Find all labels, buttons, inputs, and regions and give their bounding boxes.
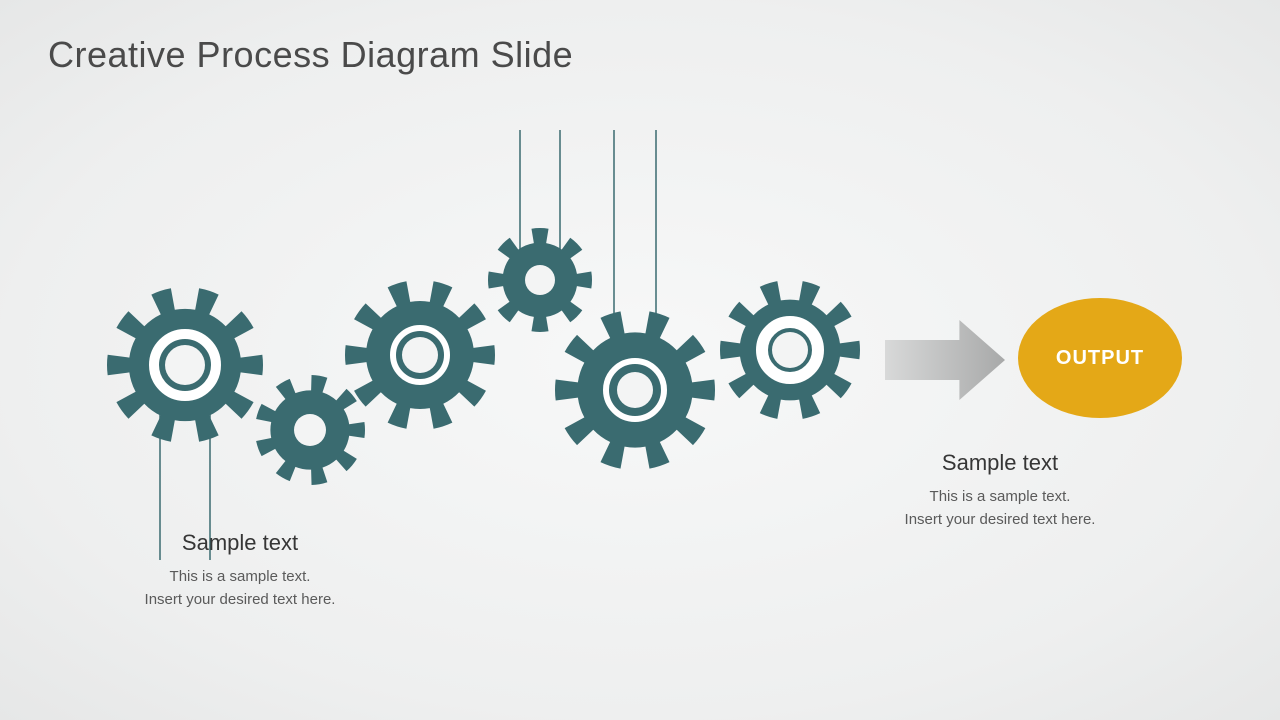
caption-left-line2: Insert your desired text here. — [145, 591, 336, 608]
gear-icon-3 — [345, 281, 495, 429]
caption-right: Sample text This is a sample text. Inser… — [870, 450, 1130, 531]
gear-icon-5 — [555, 311, 715, 468]
caption-left-body: This is a sample text. Insert your desir… — [70, 566, 410, 611]
arrow-icon — [885, 320, 1005, 400]
caption-right-line2: Insert your desired text here. — [905, 511, 1096, 528]
caption-left: Sample text This is a sample text. Inser… — [70, 530, 410, 611]
caption-right-title: Sample text — [870, 450, 1130, 476]
gear-icon-2 — [256, 375, 365, 485]
caption-left-title: Sample text — [70, 530, 410, 556]
caption-right-body: This is a sample text. Insert your desir… — [870, 486, 1130, 531]
caption-right-line1: This is a sample text. — [930, 488, 1071, 505]
gear-icon-4 — [488, 228, 592, 332]
output-label: OUTPUT — [1056, 347, 1144, 370]
output-ellipse: OUTPUT — [1018, 298, 1182, 418]
gear-icon-6 — [720, 281, 860, 419]
caption-left-line1: This is a sample text. — [170, 568, 311, 585]
gear-icon-1 — [107, 288, 263, 441]
